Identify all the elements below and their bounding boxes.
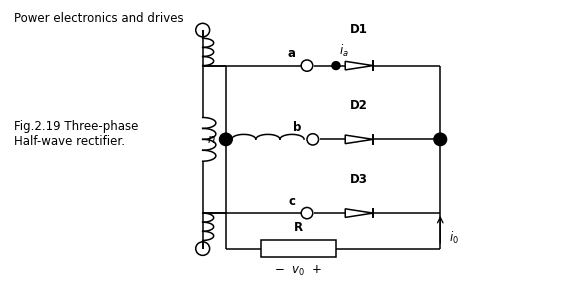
Bar: [261, 241, 336, 257]
Ellipse shape: [332, 62, 340, 70]
Text: $-$  $v_0$  $+$: $-$ $v_0$ $+$: [274, 264, 322, 278]
Text: b: b: [293, 121, 301, 134]
Ellipse shape: [434, 133, 446, 145]
Text: D3: D3: [350, 173, 368, 186]
Text: $i_0$: $i_0$: [449, 230, 459, 246]
Text: Fig.2.19 Three-phase
Half-wave rectifier.: Fig.2.19 Three-phase Half-wave rectifier…: [15, 120, 139, 148]
Text: a: a: [287, 47, 295, 60]
Text: $i_a$: $i_a$: [339, 43, 349, 59]
Text: D2: D2: [350, 99, 368, 112]
Ellipse shape: [219, 133, 232, 145]
Text: c: c: [288, 195, 295, 208]
Text: D1: D1: [350, 23, 368, 36]
Text: $n$: $n$: [207, 133, 215, 146]
Text: R: R: [294, 220, 303, 233]
Text: Power electronics and drives: Power electronics and drives: [15, 12, 184, 25]
